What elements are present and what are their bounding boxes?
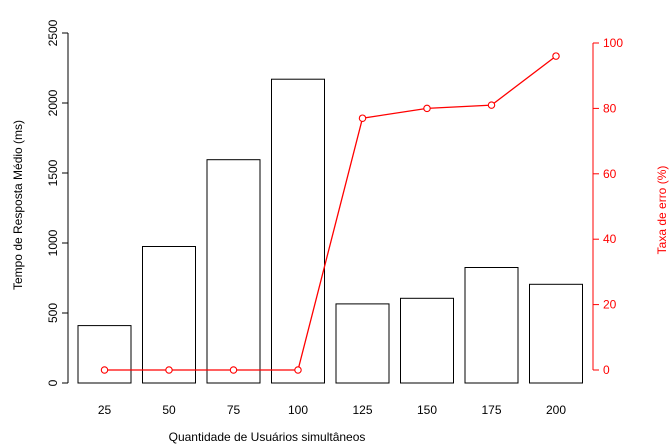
left-y-tick-label: 1500 <box>46 159 60 186</box>
error-rate-line <box>104 55 557 371</box>
error-rate-point <box>165 366 173 374</box>
right-y-tick-label: 100 <box>603 36 623 50</box>
right-y-axis: 0 20 40 60 80 100 <box>592 36 623 377</box>
bar <box>464 267 519 384</box>
bar <box>271 78 325 384</box>
left-y-tick-label: 500 <box>46 303 60 323</box>
right-y-tick-label: 20 <box>603 298 617 312</box>
x-tick-labels: 25 50 75 100 125 150 175 200 <box>98 403 567 417</box>
error-rate-line-group <box>100 52 560 374</box>
bars-group <box>77 78 583 384</box>
bar <box>206 159 261 384</box>
x-tick-label: 50 <box>162 403 176 417</box>
x-tick-label: 100 <box>288 403 308 417</box>
error-rate-point <box>487 101 496 109</box>
bar <box>335 303 390 384</box>
bar <box>142 246 196 384</box>
error-rate-point <box>100 366 109 374</box>
bar <box>400 297 454 384</box>
error-rate-point <box>552 52 560 60</box>
x-tick-label: 25 <box>98 403 112 417</box>
left-y-axis-label: Tempo de Resposta Médio (ms) <box>11 120 25 290</box>
left-y-tick-label: 1000 <box>46 229 60 256</box>
right-y-tick-label: 0 <box>603 363 610 377</box>
left-y-tick-label: 2000 <box>46 89 60 116</box>
error-rate-point <box>294 366 302 374</box>
x-tick-label: 175 <box>481 403 501 417</box>
x-tick-label: 150 <box>417 403 437 417</box>
error-rate-point <box>229 366 238 374</box>
error-rate-point <box>358 114 367 122</box>
bar <box>529 283 583 384</box>
right-y-axis-label: Taxa de erro (%) <box>655 166 669 255</box>
right-y-tick-label: 80 <box>603 101 617 115</box>
bar <box>77 325 132 384</box>
x-tick-label: 125 <box>352 403 372 417</box>
x-axis-label: Quantidade de Usuários simultâneos <box>169 430 366 444</box>
right-y-tick-label: 40 <box>603 232 617 246</box>
x-tick-label: 75 <box>227 403 241 417</box>
x-tick-label: 200 <box>546 403 566 417</box>
left-y-tick-label: 2500 <box>46 19 60 46</box>
right-y-tick-label: 60 <box>603 167 617 181</box>
left-y-axis: 0 500 1000 1500 2000 2500 <box>46 19 69 386</box>
left-y-tick-label: 0 <box>46 379 60 386</box>
error-rate-point <box>423 104 431 113</box>
